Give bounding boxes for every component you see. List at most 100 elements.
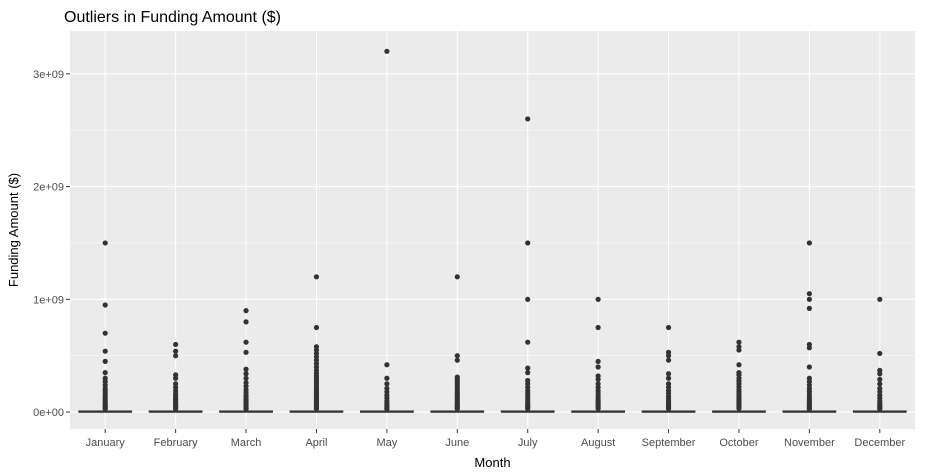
grid-lines: [70, 31, 915, 429]
box-may: [359, 48, 414, 413]
x-tick-label-february: February: [154, 437, 199, 449]
outlier-point: [525, 406, 531, 412]
outlier-point: [595, 364, 601, 370]
outlier-point: [102, 240, 108, 246]
outlier-point: [877, 296, 883, 302]
box-march: [219, 308, 273, 413]
outlier-point: [877, 350, 883, 357]
box-april: [289, 274, 344, 413]
outlier-point: [384, 375, 390, 381]
outlier-point: [665, 375, 672, 381]
outlier-point: [806, 296, 812, 302]
x-axis: January February March April May June July Augu…: [86, 429, 905, 449]
outlier-point: [736, 347, 742, 353]
outlier-point: [313, 406, 320, 412]
outlier-point: [525, 116, 531, 122]
y-axis: 0e+00 1e+09 2e+09 3e+09: [33, 69, 70, 419]
outlier-point: [243, 371, 249, 377]
outlier-point: [806, 305, 812, 311]
outlier-point: [525, 365, 531, 371]
outlier-point: [595, 324, 601, 331]
box-december: [852, 296, 907, 413]
y-tick-label: 3e+09: [33, 69, 64, 81]
outlier-point: [384, 406, 390, 412]
outlier-point: [595, 358, 601, 364]
outlier-point: [877, 376, 883, 382]
outlier-point: [102, 406, 108, 412]
outlier-point: [454, 406, 460, 412]
outlier-point: [525, 240, 531, 246]
x-tick-label-november: November: [784, 437, 835, 449]
outlier-point: [384, 362, 390, 368]
boxplots: [78, 48, 907, 413]
outlier-point: [736, 362, 742, 368]
outlier-point: [525, 370, 531, 376]
outlier-point: [243, 339, 249, 345]
outlier-point: [877, 406, 883, 412]
outlier-point: [736, 339, 742, 345]
box-august: [571, 296, 626, 413]
outlier-point: [173, 375, 179, 381]
outlier-point: [665, 406, 672, 412]
x-tick-label-september: September: [642, 437, 696, 449]
outlier-point: [665, 357, 672, 363]
outlier-point: [173, 341, 179, 348]
outlier-point: [243, 349, 249, 355]
outlier-point: [595, 296, 601, 302]
x-tick-label-may: May: [376, 437, 397, 449]
x-tick-label-june: June: [445, 437, 469, 449]
outlier-point: [173, 406, 179, 412]
outlier-point: [243, 366, 249, 372]
outlier-point: [806, 240, 812, 246]
outlier-point: [243, 406, 249, 412]
outlier-point: [313, 274, 320, 280]
outlier-point: [806, 291, 812, 297]
box-october: [712, 339, 766, 413]
box-november: [782, 240, 837, 413]
box-june: [430, 274, 485, 413]
outlier-point: [806, 406, 812, 412]
outlier-point: [665, 324, 672, 331]
outlier-point: [384, 381, 390, 387]
x-tick-label-april: April: [305, 437, 327, 449]
x-tick-label-july: July: [518, 437, 538, 449]
box-february: [148, 341, 203, 413]
outlier-point: [806, 364, 812, 370]
outlier-point: [454, 357, 460, 363]
outlier-point: [525, 296, 531, 302]
y-tick-label: 1e+09: [33, 294, 64, 306]
outlier-point: [877, 381, 883, 387]
plot-panel: [70, 31, 915, 429]
outlier-point: [173, 353, 179, 359]
outlier-point: [877, 371, 883, 377]
outlier-point: [595, 405, 601, 412]
y-axis-title: Funding Amount ($): [6, 173, 21, 287]
outlier-point: [173, 348, 179, 354]
outlier-point: [454, 274, 460, 280]
outlier-point: [665, 353, 672, 359]
chart-title: Outliers in Funding Amount ($): [64, 9, 281, 26]
y-tick-label: 2e+09: [33, 182, 64, 194]
x-tick-label-august: August: [581, 437, 615, 449]
x-tick-label-december: December: [854, 437, 905, 449]
outlier-point: [525, 339, 531, 345]
outlier-point: [313, 324, 320, 331]
outlier-point: [736, 405, 742, 411]
outlier-point: [243, 319, 249, 325]
outlier-point: [243, 308, 249, 314]
outlier-point: [454, 353, 460, 359]
box-september: [641, 324, 696, 413]
outlier-point: [102, 370, 108, 376]
outlier-point: [806, 345, 812, 351]
outlier-point: [384, 48, 390, 54]
x-axis-title: Month: [474, 455, 510, 470]
outlier-point: [102, 302, 108, 308]
outlier-point: [102, 348, 108, 354]
outlier-point: [665, 371, 672, 377]
x-tick-label-march: March: [231, 437, 262, 449]
x-tick-label-october: October: [719, 437, 758, 449]
outlier-point: [102, 358, 108, 364]
outlier-point: [102, 330, 108, 336]
outlier-point: [595, 376, 601, 382]
